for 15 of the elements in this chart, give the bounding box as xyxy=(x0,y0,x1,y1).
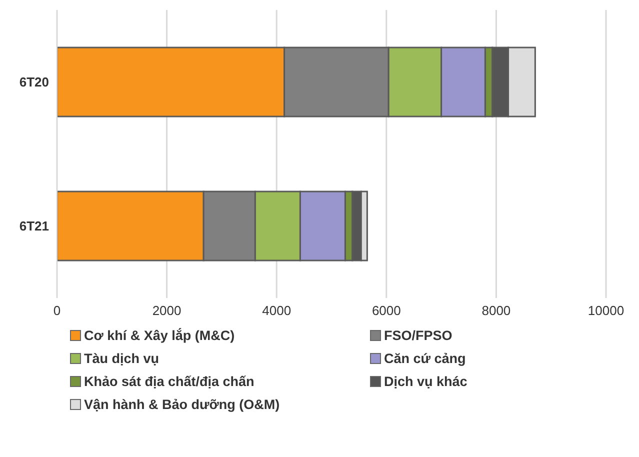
x-tick-label: 0 xyxy=(53,303,61,318)
x-tick-label: 2000 xyxy=(152,303,182,318)
legend-label: Cơ khí & Xây lắp (M&C) xyxy=(84,328,235,343)
legend-label: Căn cứ cảng xyxy=(384,351,466,366)
x-tick-label: 8000 xyxy=(482,303,511,318)
legend-label: Dịch vụ khác xyxy=(384,374,468,389)
y-tick-label: 6T20 xyxy=(19,74,49,90)
x-tick-label: 10000 xyxy=(588,303,624,318)
legend-label: Khảo sát địa chất/địa chấn xyxy=(84,374,254,389)
legend-label: FSO/FPSO xyxy=(384,328,452,343)
x-tick-label: 6000 xyxy=(372,303,401,318)
x-tick-label: 4000 xyxy=(262,303,292,318)
legend-label: Tàu dịch vụ xyxy=(84,351,160,366)
legend-label: Vận hành & Bảo dưỡng (O&M) xyxy=(84,397,280,412)
y-tick-label: 6T21 xyxy=(19,218,49,234)
